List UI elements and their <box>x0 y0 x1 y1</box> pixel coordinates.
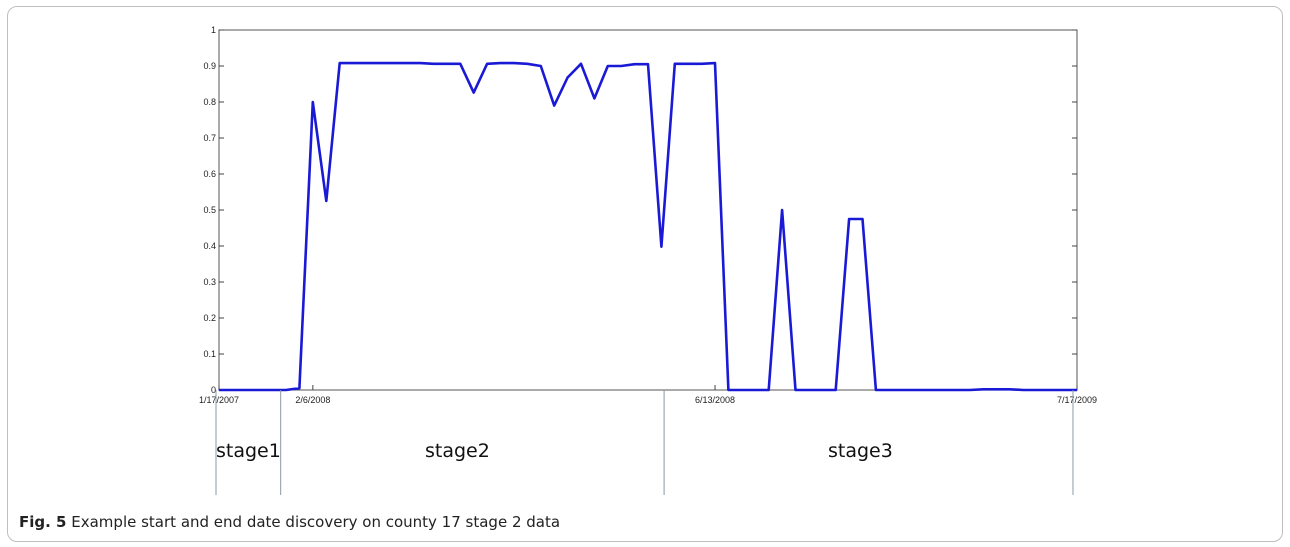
data-point <box>272 389 274 391</box>
x-tick-label: 6/13/2008 <box>695 395 735 405</box>
data-point <box>218 389 220 391</box>
data-point <box>392 62 394 64</box>
plot-box <box>218 29 1078 391</box>
data-point <box>473 92 475 94</box>
data-point <box>741 389 743 391</box>
data-point <box>633 63 636 65</box>
y-tick-label: 0.7 <box>203 133 216 143</box>
caption-text: Example start and end date discovery on … <box>71 513 561 531</box>
data-point <box>245 389 247 391</box>
stage-label: stage2 <box>425 440 490 462</box>
stage-label: stage3 <box>828 440 893 462</box>
data-point <box>231 389 234 391</box>
data-point <box>835 389 837 391</box>
data-point <box>446 63 448 65</box>
y-tick-label: 1 <box>211 25 216 35</box>
data-point <box>1076 389 1078 391</box>
data-point <box>459 63 461 65</box>
data-point <box>647 63 649 65</box>
data-point <box>499 62 502 64</box>
stage-annotations: stage1 stage2 stage3 <box>215 390 1074 495</box>
data-point <box>808 389 810 391</box>
y-tick-label: 0.8 <box>203 97 216 107</box>
data-point <box>285 389 287 391</box>
x-tick-label: 1/17/2007 <box>199 395 239 405</box>
data-point <box>902 389 904 391</box>
data-point <box>915 389 917 391</box>
data-point <box>298 387 301 389</box>
data-point <box>513 62 515 64</box>
series-group <box>218 61 1078 392</box>
data-point <box>875 389 877 391</box>
data-point <box>714 62 716 64</box>
data-point <box>768 389 770 391</box>
data-point <box>339 62 341 64</box>
y-tick-label: 0.5 <box>203 205 216 215</box>
data-point <box>928 389 931 391</box>
data-point <box>794 389 797 391</box>
data-point <box>580 63 582 65</box>
figure-frame <box>7 6 1283 542</box>
y-tick-label: 0.4 <box>203 241 216 251</box>
data-point <box>566 76 569 79</box>
data-point <box>861 218 864 220</box>
data-point <box>325 200 327 202</box>
y-tick-label: 0.6 <box>203 169 216 179</box>
data-point <box>982 388 984 390</box>
y-tick-label: 0.9 <box>203 61 216 71</box>
data-point <box>486 63 488 65</box>
x-tick-label: 7/17/2009 <box>1057 395 1097 405</box>
y-tick-label: 0 <box>211 385 216 395</box>
data-point <box>1049 389 1051 391</box>
data-point <box>942 389 944 391</box>
data-point <box>365 62 368 64</box>
data-point <box>607 65 609 67</box>
data-point <box>593 97 595 99</box>
data-point <box>258 389 260 391</box>
y-tick-label: 0.2 <box>203 313 216 323</box>
data-point <box>888 389 890 391</box>
data-point <box>969 389 971 391</box>
y-tick-label: 0.3 <box>203 277 216 287</box>
x-axis: 1/17/2007 2/6/2008 6/13/2008 7/17/2009 <box>199 385 1097 405</box>
data-point <box>432 63 435 65</box>
figure-caption: Fig. 5 Example start and end date discov… <box>19 513 560 531</box>
data-point <box>406 62 408 64</box>
data-point <box>674 63 676 65</box>
data-point <box>553 105 555 107</box>
stage-label: stage1 <box>216 440 281 462</box>
data-point <box>955 389 957 391</box>
data-point <box>1036 389 1038 391</box>
data-point <box>620 65 622 67</box>
data-point <box>379 62 381 64</box>
y-axis: 0 0.1 0.2 0.3 0.4 0.5 0.6 0.7 0.8 0.9 1 <box>203 25 1077 395</box>
data-point <box>1022 389 1024 391</box>
data-point <box>1009 388 1011 390</box>
data-point <box>1062 389 1065 391</box>
data-point <box>701 63 703 65</box>
data-point <box>687 63 689 65</box>
series-line <box>219 61 1077 392</box>
y-tick-label: 0.1 <box>203 349 216 359</box>
data-point <box>419 62 421 64</box>
data-point <box>352 62 354 64</box>
caption-label: Fig. 5 <box>19 513 67 531</box>
data-point <box>781 209 783 211</box>
data-point <box>848 218 850 220</box>
data-point <box>660 246 663 248</box>
data-point <box>727 389 730 391</box>
data-point <box>754 389 756 391</box>
data-point <box>312 101 314 103</box>
data-point <box>526 63 528 65</box>
line-chart: 0 0.1 0.2 0.3 0.4 0.5 0.6 0.7 0.8 0.9 1 1/17/2007 2… <box>199 25 1097 495</box>
data-point <box>821 389 823 391</box>
data-point <box>995 388 998 390</box>
x-tick-label: 2/6/2008 <box>295 395 330 405</box>
plot-frame <box>218 29 1078 391</box>
data-point <box>540 65 542 67</box>
